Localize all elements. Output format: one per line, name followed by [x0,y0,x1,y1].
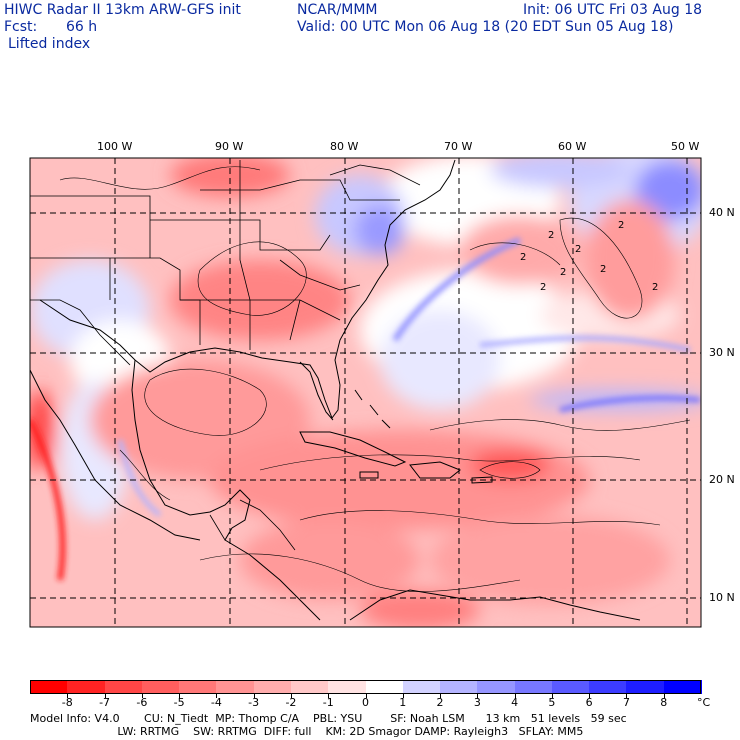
colorbar-tick [253,694,255,698]
lon-label-50w: 50 W [671,140,700,153]
coastlines [30,159,641,621]
init-time: Init: 06 UTC Fri 03 Aug 18 [523,2,703,18]
lon-label-90w: 90 W [215,140,244,153]
colorbar-cell [216,680,255,694]
colorbar-label: 8 [660,696,668,709]
colorbar-tick [626,694,628,698]
colorbar-tick [179,694,181,698]
colorbar-tick [216,694,218,698]
colorbar-cell [626,680,665,694]
lon-label-80w: 80 W [330,140,359,153]
contour-label: 2 [618,220,624,231]
colorbar-cell [514,680,553,694]
colorbar-cell [290,680,329,694]
colorbar-cell [477,680,516,694]
contour-label-group: 2 2 2 2 2 2 2 2 [520,220,658,293]
colorbar-label: -3 [248,696,260,709]
colorbar-tick [477,694,479,698]
model-info-line1: Model Info: V4.0 CU: N_Tiedt MP: Thomp C… [30,712,627,725]
organization-label: NCAR/MMM [297,2,378,18]
contour-label: 2 [652,282,658,293]
lon-label-100w: 100 W [97,140,133,153]
plot-title: HIWC Radar II 13km ARW-GFS init [4,2,241,18]
colorbar-cell [328,680,367,694]
contour-label: 2 [560,267,566,278]
colorbar-label: -8 [61,696,73,709]
lat-label-20n: 20 N [709,473,735,486]
colorbar-label: 6 [585,696,593,709]
contour-lines [59,166,691,592]
colorbar-tick [663,694,665,698]
colorbar-tick [67,694,69,698]
colorbar-cell [67,680,106,694]
colorbar-tick [551,694,553,698]
colorbar-label: 3 [473,696,481,709]
contour-label: 2 [575,244,581,255]
valid-time: Valid: 00 UTC Mon 06 Aug 18 (20 EDT Sun … [297,19,674,35]
colorbar-tick [104,694,106,698]
colorbar-label: -2 [285,696,297,709]
colorbar-label: -6 [136,696,148,709]
colorbar-tick [440,694,442,698]
lon-label-60w: 60 W [558,140,587,153]
field-name: Lifted index [8,36,91,52]
colorbar-cell [663,680,702,694]
map-frame [29,157,702,628]
contour-label: 2 [540,282,546,293]
lat-lon-grid [30,158,701,627]
contour-label: 2 [600,264,606,275]
colorbar-cell [141,680,180,694]
colorbar-cell [30,680,68,694]
lat-label-30n: 30 N [709,346,735,359]
colorbar-cell [253,680,292,694]
shaded-field [30,158,701,627]
colorbar-label: -7 [99,696,111,709]
colorbar-label: -1 [322,696,334,709]
colorbar-tick [402,694,404,698]
colorbar-cell [440,680,479,694]
colorbar-label: 0 [362,696,369,709]
colorbar-label: 7 [622,696,630,709]
colorbar-label: 1 [399,696,407,709]
colorbar-frame [30,680,701,694]
colorbar-tick [290,694,292,698]
contour-label: 2 [520,252,526,263]
contour-label: 2 [548,230,554,241]
colorbar-cell [365,680,404,694]
colorbar-tick [514,694,516,698]
model-info-line2: LW: RRTMG SW: RRTMG DIFF: full KM: 2D Sm… [30,725,584,738]
colorbar-label: -4 [210,696,222,709]
colorbar-tick [589,694,591,698]
colorbar-cell [179,680,218,694]
forecast-hour: 66 h [66,19,98,35]
lat-label-10n: 10 N [709,591,735,604]
colorbar-label: -5 [173,696,185,709]
colorbar-tick [328,694,330,698]
borders [30,160,421,551]
lat-label-40n: 40 N [709,206,735,219]
colorbar-tick [365,694,367,698]
colorbar-cell [104,680,143,694]
colorbar-label: 4 [511,696,519,709]
colorbar-label: 5 [548,696,556,709]
colorbar-cell [589,680,628,694]
colorbar-tick [141,694,143,698]
forecast-label: Fcst: [4,19,38,35]
colorbar-label: 2 [436,696,444,709]
lon-label-70w: 70 W [444,140,473,153]
colorbar-cell [551,680,590,694]
colorbar-unit: °C [697,696,711,709]
colorbar-cell [402,680,441,694]
